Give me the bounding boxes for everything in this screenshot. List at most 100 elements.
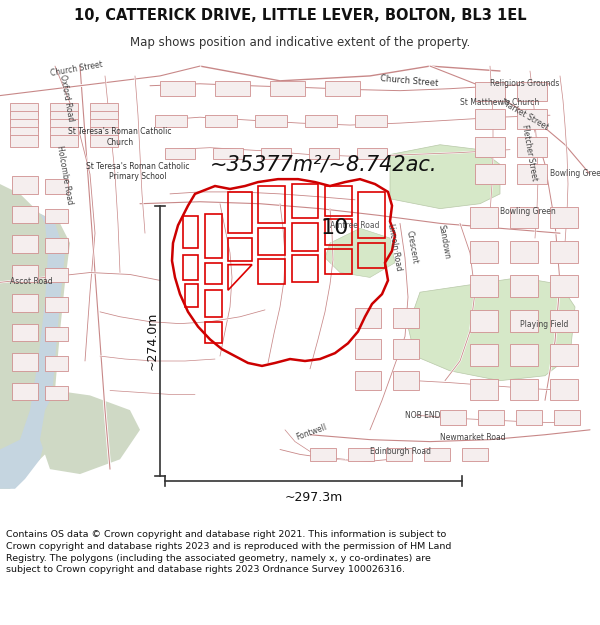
Text: St Teresa's Roman Catholic
Primary School: St Teresa's Roman Catholic Primary Schoo… (86, 162, 190, 181)
Text: Crescent: Crescent (405, 230, 420, 265)
Polygon shape (517, 164, 547, 184)
Text: Bowling Green: Bowling Green (550, 169, 600, 178)
Polygon shape (255, 115, 287, 127)
Polygon shape (550, 241, 578, 262)
Polygon shape (90, 103, 118, 115)
Text: Church Street: Church Street (50, 60, 104, 78)
Polygon shape (550, 344, 578, 366)
Text: Sandown: Sandown (437, 224, 452, 260)
Polygon shape (309, 148, 339, 159)
Polygon shape (510, 344, 538, 366)
Polygon shape (517, 137, 547, 156)
Polygon shape (213, 148, 243, 159)
Polygon shape (45, 268, 68, 282)
Polygon shape (554, 410, 580, 425)
Polygon shape (12, 324, 38, 341)
Polygon shape (261, 148, 291, 159)
Polygon shape (470, 344, 498, 366)
Polygon shape (12, 382, 38, 401)
Polygon shape (45, 238, 68, 253)
Text: ~297.3m: ~297.3m (284, 491, 343, 504)
Polygon shape (10, 119, 38, 131)
Polygon shape (355, 371, 381, 391)
Polygon shape (470, 241, 498, 262)
Polygon shape (90, 119, 118, 131)
Text: 10, CATTERICK DRIVE, LITTLE LEVER, BOLTON, BL3 1EL: 10, CATTERICK DRIVE, LITTLE LEVER, BOLTO… (74, 8, 526, 23)
Polygon shape (408, 278, 575, 381)
Text: St Matthew's Church: St Matthew's Church (460, 98, 539, 107)
Polygon shape (270, 81, 305, 96)
Polygon shape (355, 115, 387, 127)
Polygon shape (50, 135, 78, 147)
Polygon shape (90, 135, 118, 147)
Polygon shape (45, 179, 68, 194)
Polygon shape (470, 276, 498, 297)
Polygon shape (165, 148, 195, 159)
Polygon shape (305, 115, 337, 127)
Polygon shape (475, 164, 505, 184)
Polygon shape (386, 448, 412, 461)
Text: NOB END: NOB END (405, 411, 440, 420)
Polygon shape (310, 448, 336, 461)
Polygon shape (45, 356, 68, 371)
Text: Ascot Road: Ascot Road (10, 278, 53, 286)
Polygon shape (325, 81, 360, 96)
Polygon shape (90, 127, 118, 139)
Polygon shape (510, 310, 538, 331)
Text: Contains OS data © Crown copyright and database right 2021. This information is : Contains OS data © Crown copyright and d… (6, 530, 451, 574)
Polygon shape (10, 103, 38, 115)
Polygon shape (470, 310, 498, 331)
Polygon shape (12, 206, 38, 223)
Text: ~35377m²/~8.742ac.: ~35377m²/~8.742ac. (210, 154, 437, 174)
Polygon shape (12, 235, 38, 253)
Polygon shape (510, 241, 538, 262)
Polygon shape (550, 379, 578, 401)
Polygon shape (50, 111, 78, 123)
Text: Holcombe Road: Holcombe Road (55, 145, 74, 206)
Polygon shape (357, 148, 387, 159)
Polygon shape (390, 145, 500, 209)
Polygon shape (393, 308, 419, 328)
Polygon shape (40, 391, 140, 474)
Polygon shape (10, 127, 38, 139)
Polygon shape (10, 111, 38, 123)
Polygon shape (0, 184, 70, 489)
Polygon shape (550, 276, 578, 297)
Polygon shape (475, 109, 505, 129)
Polygon shape (510, 276, 538, 297)
Polygon shape (50, 103, 78, 115)
Text: 10: 10 (321, 218, 349, 238)
Polygon shape (393, 371, 419, 391)
Text: Map shows position and indicative extent of the property.: Map shows position and indicative extent… (130, 36, 470, 49)
Polygon shape (424, 448, 450, 461)
Text: St Teresa's Roman Catholic
Church: St Teresa's Roman Catholic Church (68, 127, 172, 147)
Polygon shape (50, 119, 78, 131)
Polygon shape (355, 308, 381, 328)
Polygon shape (462, 448, 488, 461)
Text: Market Street: Market Street (500, 98, 550, 132)
Polygon shape (475, 137, 505, 156)
Text: Lincoln·Road: Lincoln·Road (385, 223, 403, 272)
Polygon shape (155, 115, 187, 127)
Polygon shape (475, 82, 505, 101)
Polygon shape (510, 379, 538, 401)
Text: Fletcher Street: Fletcher Street (520, 123, 539, 181)
Polygon shape (550, 310, 578, 331)
Polygon shape (160, 81, 195, 96)
Polygon shape (478, 410, 504, 425)
Polygon shape (440, 410, 466, 425)
Polygon shape (12, 353, 38, 371)
Polygon shape (10, 135, 38, 147)
Text: Religious Grounds: Religious Grounds (490, 79, 559, 88)
Polygon shape (215, 81, 250, 96)
Text: Oxford Road: Oxford Road (58, 74, 75, 122)
Text: ~274.0m: ~274.0m (146, 312, 158, 370)
Polygon shape (12, 264, 38, 282)
Polygon shape (45, 386, 68, 401)
Polygon shape (0, 214, 65, 489)
Polygon shape (516, 410, 542, 425)
Polygon shape (510, 207, 538, 228)
Polygon shape (12, 176, 38, 194)
Text: Church Street: Church Street (380, 74, 439, 88)
Polygon shape (355, 339, 381, 359)
